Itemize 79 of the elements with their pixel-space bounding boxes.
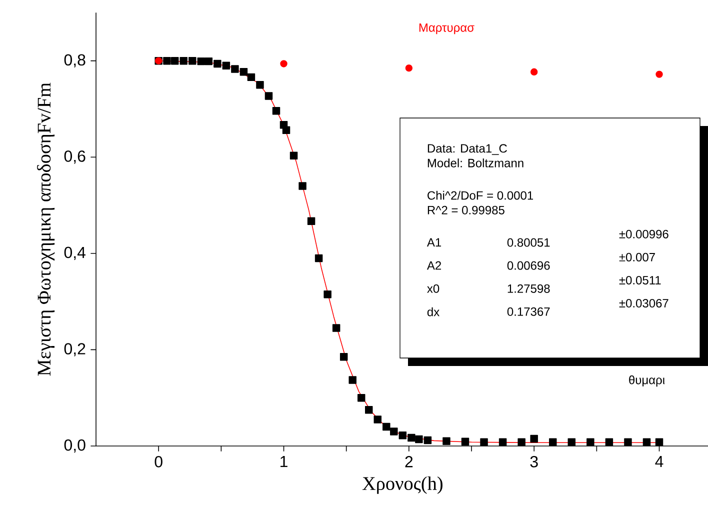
- annotation: Chi^2/DoF = 0.0001: [428, 190, 534, 200]
- point: [461, 438, 470, 446]
- point: [642, 438, 651, 446]
- point: [365, 406, 373, 414]
- point: [442, 437, 450, 446]
- annotation: Model: Boltzmann: [428, 158, 524, 168]
- point: [405, 64, 413, 72]
- point: [180, 56, 188, 65]
- point: [324, 290, 332, 298]
- annotation: dx: [427, 307, 440, 316]
- point: [390, 428, 398, 436]
- annotation: 0.17367: [507, 307, 550, 316]
- point: [424, 436, 432, 444]
- point: [163, 56, 171, 65]
- point: [348, 376, 356, 384]
- text: Μαρτυρασ: [419, 23, 474, 34]
- x-tick-label: 3: [530, 456, 538, 468]
- point: [247, 73, 256, 82]
- point: [272, 107, 280, 115]
- point: [280, 60, 288, 68]
- x-tick-label: 1: [280, 456, 288, 468]
- y-axis-title: Μεγιστη Φωτοχημικη αποδοσηFv/Fm: [37, 82, 55, 376]
- x-axis-title: Χρονος(h): [362, 476, 442, 494]
- point: [498, 438, 507, 446]
- annotation: 0.80051: [507, 238, 550, 247]
- point: [655, 438, 664, 446]
- y-tick-label: 0,8: [64, 54, 86, 68]
- annotation: ±0.007: [619, 252, 655, 262]
- point: [231, 65, 239, 73]
- point: [530, 68, 538, 76]
- point: [214, 60, 222, 68]
- point: [188, 56, 196, 65]
- point: [624, 438, 632, 446]
- point: [382, 422, 390, 431]
- point: [197, 57, 206, 66]
- y-tick-label: 0,4: [64, 246, 86, 260]
- point: [605, 438, 614, 446]
- point: [314, 254, 323, 262]
- point: [222, 62, 230, 70]
- point: [332, 324, 340, 332]
- point: [256, 81, 264, 89]
- point: [548, 438, 557, 446]
- text: θυμαρι: [629, 375, 665, 387]
- point: [530, 434, 538, 443]
- point: [170, 56, 179, 65]
- annotation: ±0.0511: [619, 276, 661, 284]
- y-tick-label: 0,6: [64, 150, 86, 164]
- point: [398, 432, 407, 440]
- point: [357, 394, 366, 402]
- point: [415, 435, 423, 444]
- point: [307, 217, 316, 226]
- point: [340, 353, 348, 361]
- x-tick-label: 0: [154, 456, 162, 468]
- point: [518, 438, 526, 446]
- annotation: A2: [426, 261, 441, 270]
- x-tick-label: 4: [655, 456, 664, 468]
- point: [204, 57, 213, 66]
- point: [282, 126, 290, 134]
- y-tick-label: 0,2: [64, 343, 86, 356]
- annotation: Data: Data1_C: [428, 144, 507, 155]
- x-tick-label: 2: [405, 456, 413, 468]
- point: [586, 438, 594, 446]
- point: [656, 70, 663, 78]
- point: [290, 152, 298, 160]
- point: [374, 416, 382, 424]
- annotation: ±0.00996: [619, 230, 668, 238]
- annotation: A1: [426, 238, 442, 247]
- annotation: 1.27598: [508, 284, 550, 293]
- point: [568, 438, 576, 446]
- point: [480, 438, 488, 446]
- annotation: ±0.03067: [619, 299, 668, 308]
- y-tick-label: 0,0: [64, 439, 86, 453]
- annotation: x0: [427, 284, 440, 293]
- point: [240, 68, 248, 76]
- annotation: 0.00696: [507, 261, 550, 270]
- point: [264, 92, 273, 100]
- point: [408, 434, 416, 442]
- annotation: R^2 = 0.99985: [428, 206, 504, 214]
- point: [298, 182, 306, 190]
